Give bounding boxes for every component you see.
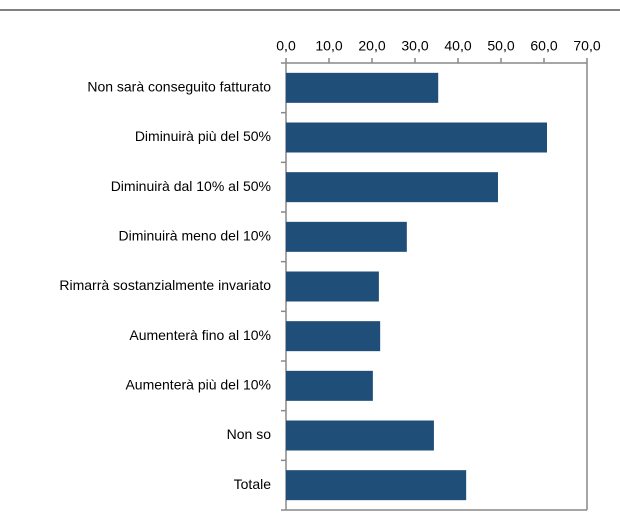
y-tick-label: Aumenterà più del 10%: [125, 377, 271, 393]
x-tick-label: 50,0: [487, 38, 514, 54]
bar: [286, 420, 434, 451]
x-tick-label: 40,0: [444, 38, 471, 54]
y-tick-label: Rimarrà sostanzialmente invariato: [59, 277, 271, 293]
bar: [286, 321, 381, 352]
bar: [286, 72, 439, 103]
y-tick-label: Diminuirà dal 10% al 50%: [111, 178, 271, 194]
x-tick-label: 70,0: [573, 38, 600, 54]
bar: [286, 122, 548, 153]
x-tick-label: 10,0: [315, 38, 342, 54]
y-tick-label: Aumenterà fino al 10%: [129, 327, 271, 343]
y-tick-label: Non so: [227, 426, 272, 442]
x-tick-label: 60,0: [530, 38, 557, 54]
bar: [286, 470, 467, 501]
y-tick-label: Diminuirà più del 50%: [135, 128, 271, 144]
y-tick-label: Non sarà conseguito fatturato: [87, 79, 271, 95]
bar: [286, 271, 379, 302]
x-tick-label: 30,0: [401, 38, 428, 54]
x-tick-label: 0,0: [276, 38, 296, 54]
y-tick-label: Totale: [234, 476, 272, 492]
bar: [286, 221, 407, 252]
bar: [286, 172, 498, 203]
y-tick-label: Diminuirà meno del 10%: [118, 228, 271, 244]
bar: [286, 370, 373, 401]
x-tick-label: 20,0: [358, 38, 385, 54]
